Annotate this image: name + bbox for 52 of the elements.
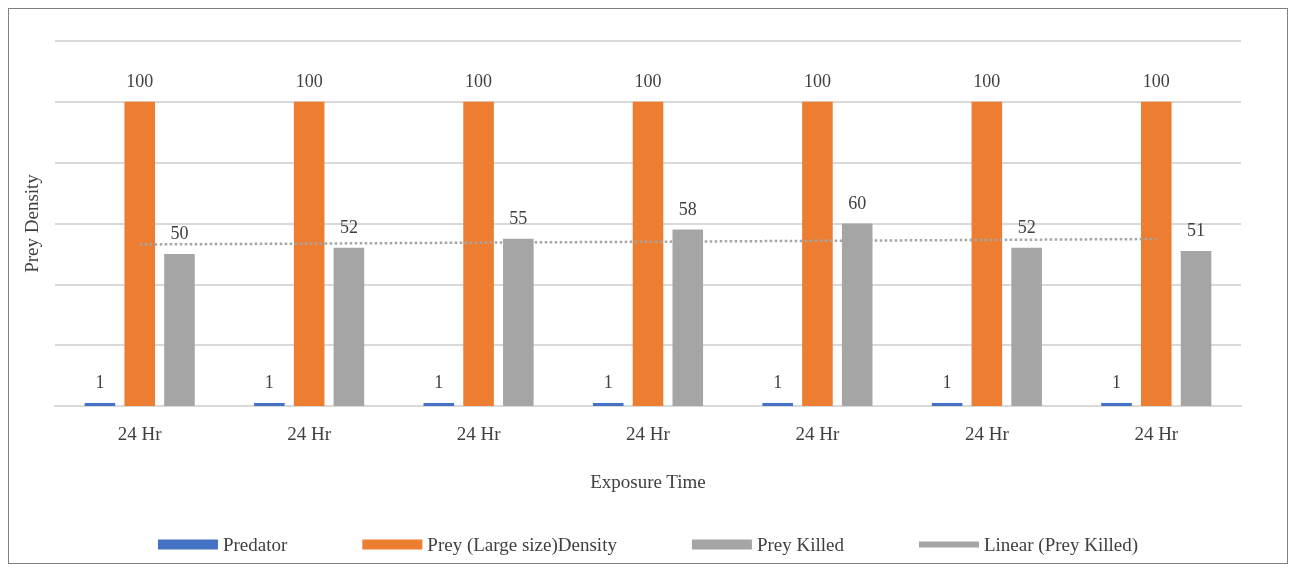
- bar: [293, 101, 325, 406]
- data-label: 1: [95, 371, 105, 392]
- data-label: 100: [465, 70, 493, 91]
- bar: [1140, 101, 1172, 406]
- y-axis-title: Prey Density: [21, 173, 42, 273]
- bar: [1101, 402, 1132, 406]
- data-label: 100: [973, 70, 1001, 91]
- bar: [463, 101, 494, 406]
- data-label: 51: [1187, 219, 1206, 240]
- data-label: 60: [848, 192, 867, 213]
- data-label: 100: [634, 70, 662, 91]
- bar: [592, 402, 624, 406]
- bar: [971, 101, 1003, 406]
- data-label: 55: [509, 207, 528, 228]
- bar: [254, 402, 285, 406]
- data-label: 1: [1112, 371, 1122, 392]
- bar: [423, 402, 455, 406]
- x-tick-label: 24 Hr: [1134, 423, 1179, 444]
- data-label: 100: [126, 70, 154, 91]
- data-label: 1: [264, 371, 274, 392]
- data-label: 52: [339, 216, 358, 237]
- data-label: 100: [1142, 70, 1170, 91]
- data-label: 52: [1017, 216, 1036, 237]
- bar: [124, 101, 156, 406]
- bar: [931, 402, 963, 406]
- legend-label: Linear (Prey Killed): [983, 534, 1139, 556]
- x-tick-label: 24 Hr: [117, 423, 163, 444]
- bar: [333, 247, 365, 406]
- bar: [164, 253, 195, 406]
- data-label: 50: [170, 222, 189, 243]
- x-tick-label: 24 Hr: [964, 423, 1010, 444]
- bar: [1180, 250, 1212, 406]
- bar: [1011, 247, 1042, 406]
- data-label: 1: [773, 371, 783, 392]
- legend-label: Predator: [222, 534, 289, 555]
- bar: [632, 101, 664, 406]
- x-axis-title: Exposure Time: [590, 471, 706, 492]
- x-tick-label: 24 Hr: [456, 423, 502, 444]
- data-label: 1: [942, 371, 952, 392]
- x-tick-label: 24 Hr: [795, 423, 840, 444]
- bar: [802, 101, 833, 406]
- bar: [762, 402, 793, 406]
- bar: [84, 402, 116, 406]
- x-tick-label: 24 Hr: [626, 423, 671, 444]
- x-tick-label: 24 Hr: [287, 423, 332, 444]
- data-label: 1: [434, 371, 444, 392]
- data-label: 1: [603, 371, 613, 392]
- legend-label: Prey (Large size)Density: [427, 534, 618, 556]
- data-label: 58: [678, 198, 697, 219]
- data-label: 100: [295, 70, 323, 91]
- data-label: 100: [803, 70, 831, 91]
- legend-label: Prey Killed: [756, 534, 845, 555]
